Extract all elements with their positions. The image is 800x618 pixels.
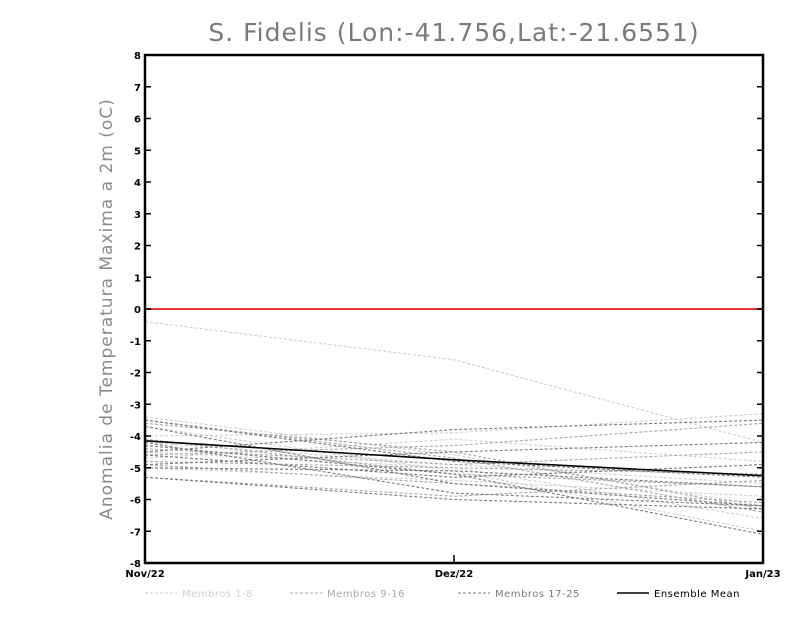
y-tick-label: -4 xyxy=(130,432,141,443)
y-tick-label: -6 xyxy=(130,496,141,507)
member-line-3 xyxy=(144,413,764,437)
legend-label-2: Membros 9-16 xyxy=(327,589,405,600)
y-tick-label: 8 xyxy=(134,51,141,62)
y-tick-label: 0 xyxy=(134,305,141,316)
legend-label-3: Membros 17-25 xyxy=(495,589,580,600)
x-tick-label: Jan/23 xyxy=(744,569,780,580)
chart-title: S. Fidelis (Lon:-41.756,Lat:-21.6551) xyxy=(208,18,699,47)
member-line-7 xyxy=(144,425,764,532)
y-tick-label: 3 xyxy=(134,210,141,221)
member-line-5 xyxy=(144,467,764,497)
y-axis-label: Anomalia de Temperatura Maxima a 2m (oC) xyxy=(97,98,117,520)
member-line-8 xyxy=(144,441,764,485)
y-tick-label: -2 xyxy=(130,369,141,380)
member-line-23 xyxy=(144,454,764,478)
y-tick-label: 5 xyxy=(134,146,141,157)
member-line-11 xyxy=(144,464,764,504)
plot-frame xyxy=(143,53,765,565)
y-tick-label: 1 xyxy=(134,273,141,284)
member-line-21 xyxy=(144,441,764,466)
y-tick-label: -5 xyxy=(130,464,141,475)
member-line-6 xyxy=(144,438,764,462)
member-line-18 xyxy=(144,419,764,453)
x-tick-label: Dez/22 xyxy=(435,569,474,580)
legend-label-4: Ensemble Mean xyxy=(654,589,740,600)
member-line-10 xyxy=(144,422,764,456)
member-line-2 xyxy=(144,416,764,507)
member-line-1 xyxy=(144,321,764,443)
y-tick-label: -7 xyxy=(130,527,141,538)
member-line-15 xyxy=(144,448,764,466)
y-tick-label: 2 xyxy=(134,242,141,253)
y-tick-label: 7 xyxy=(134,83,141,94)
y-tick-label: 6 xyxy=(134,115,141,126)
x-tick-label: Nov/22 xyxy=(125,569,164,580)
member-line-17 xyxy=(144,419,764,478)
y-tick-label: -1 xyxy=(130,337,141,348)
y-tick-label: -8 xyxy=(130,559,141,570)
member-line-19 xyxy=(144,476,764,510)
member-line-22 xyxy=(144,425,764,507)
legend: Membros 1-8 Membros 9-16 Membros 17-25 Ense… xyxy=(145,589,740,600)
y-tick-label: -3 xyxy=(130,400,141,411)
member-line-9 xyxy=(144,422,764,510)
member-line-14 xyxy=(144,419,764,513)
member-line-24 xyxy=(144,467,764,488)
plot-area xyxy=(144,308,764,535)
member-line-16 xyxy=(144,460,764,475)
y-tick-label: 4 xyxy=(134,178,141,189)
legend-label-1: Membros 1-8 xyxy=(182,589,253,600)
x-axis-ticks: Nov/22 Dez/22 Jan/23 xyxy=(125,555,781,580)
member-line-20 xyxy=(144,444,764,535)
member-line-13 xyxy=(144,476,764,497)
ensemble-mean-line xyxy=(144,440,764,477)
